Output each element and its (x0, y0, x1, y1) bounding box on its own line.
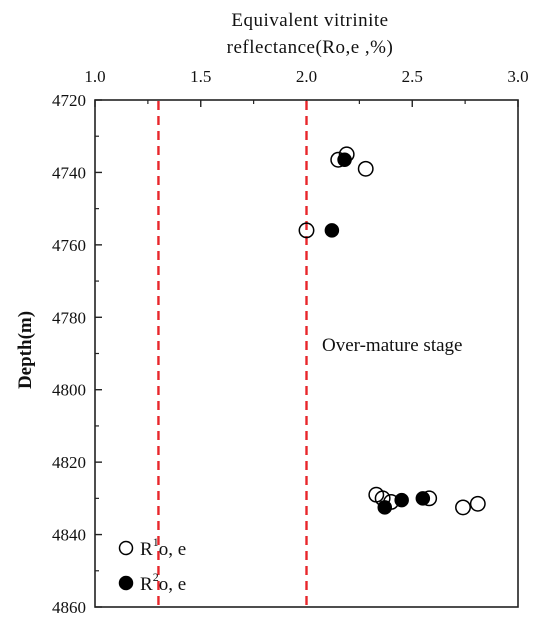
data-point-filled (337, 152, 352, 168)
legend-label: R1o, e (140, 535, 186, 560)
data-point-open (455, 499, 471, 516)
data-point-filled (324, 223, 340, 238)
axis-layer: 1.0 1.5 2.0 2.5 3.0 4720 4740 4760 4780 4800 4820 4… (52, 67, 529, 617)
legend: R1o, e R2o, e (118, 535, 186, 595)
data-point-filled (377, 500, 393, 515)
y-tick-label: 4760 (52, 236, 86, 255)
y-tick-label: 4840 (52, 526, 86, 545)
data-point-filled (394, 492, 409, 508)
x-tick-label: 3.0 (507, 67, 528, 86)
data-point-open (357, 160, 374, 177)
y-tick-label: 4800 (52, 381, 86, 400)
legend-marker-open (118, 540, 134, 556)
legend-marker-filled (118, 575, 134, 591)
reference-lines (157, 101, 308, 606)
y-axis-label: Depth(m) (15, 311, 36, 389)
data-point-filled (415, 491, 431, 506)
chart-title-line-2: reflectance(Ro,e ,%) (227, 37, 394, 58)
x-tick-label: 2.5 (402, 67, 423, 86)
data-points (298, 146, 486, 516)
chart-title-line-1: Equivalent vitrinite (231, 10, 388, 31)
data-point-open (469, 495, 486, 512)
y-tick-label: 4820 (52, 453, 86, 472)
x-tick-label: 1.0 (84, 67, 105, 86)
over-mature-stage-annotation: Over-mature stage (322, 335, 462, 356)
y-tick-label: 4780 (52, 308, 86, 327)
x-tick-label: 1.5 (190, 67, 211, 86)
y-tick-label: 4740 (52, 163, 86, 182)
data-point-open (298, 222, 315, 239)
x-tick-label: 2.0 (296, 67, 317, 86)
legend-label: R2o, e (140, 570, 186, 595)
y-tick-label: 4720 (52, 91, 86, 110)
y-tick-label: 4860 (52, 598, 86, 617)
